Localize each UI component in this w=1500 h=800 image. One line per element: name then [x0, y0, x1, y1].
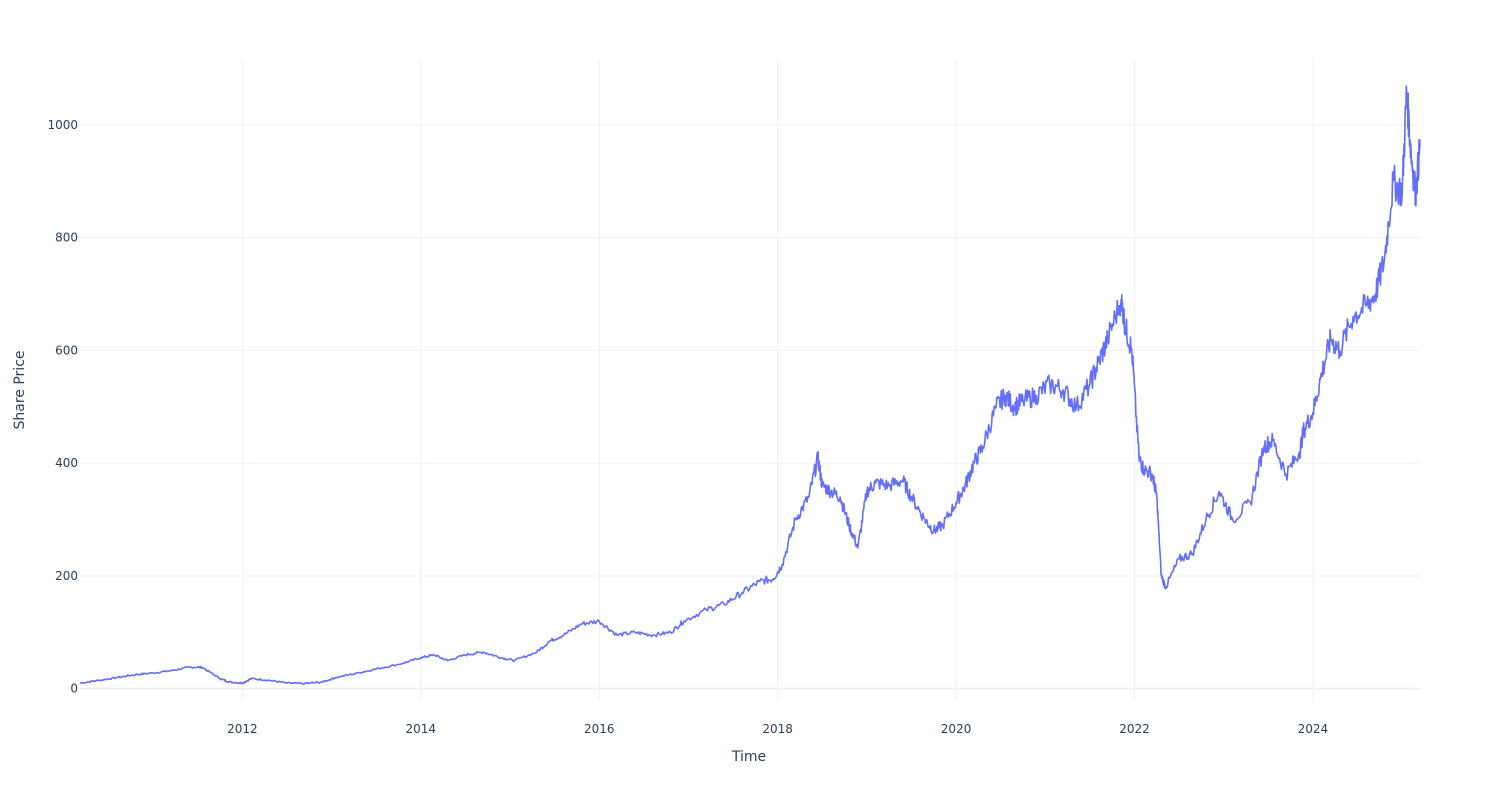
x-axis-title: Time: [731, 749, 766, 765]
x-tick-label: 2016: [584, 722, 615, 736]
series-line: [79, 85, 1421, 686]
x-axis-ticks: 2012 2014 2016 2018 2020 2022 2024: [227, 722, 1328, 736]
x-tick-label: 2020: [941, 722, 972, 736]
x-tick-label: 2018: [762, 722, 793, 736]
gridlines: [80, 60, 1420, 700]
y-axis-title: Share Price: [12, 350, 28, 429]
series-layer: [79, 85, 1421, 686]
y-tick-label: 400: [55, 456, 78, 470]
y-tick-label: 0: [70, 682, 78, 696]
x-tick-label: 2024: [1298, 722, 1329, 736]
x-tick-label: 2012: [227, 722, 258, 736]
x-tick-label: 2014: [406, 722, 437, 736]
y-tick-label: 200: [55, 569, 78, 583]
y-tick-label: 600: [55, 343, 78, 357]
y-tick-label: 1000: [47, 118, 78, 132]
x-tick-label: 2022: [1119, 722, 1150, 736]
y-axis-ticks: 0 200 400 600 800 1000: [47, 118, 78, 696]
y-tick-label: 800: [55, 231, 78, 245]
